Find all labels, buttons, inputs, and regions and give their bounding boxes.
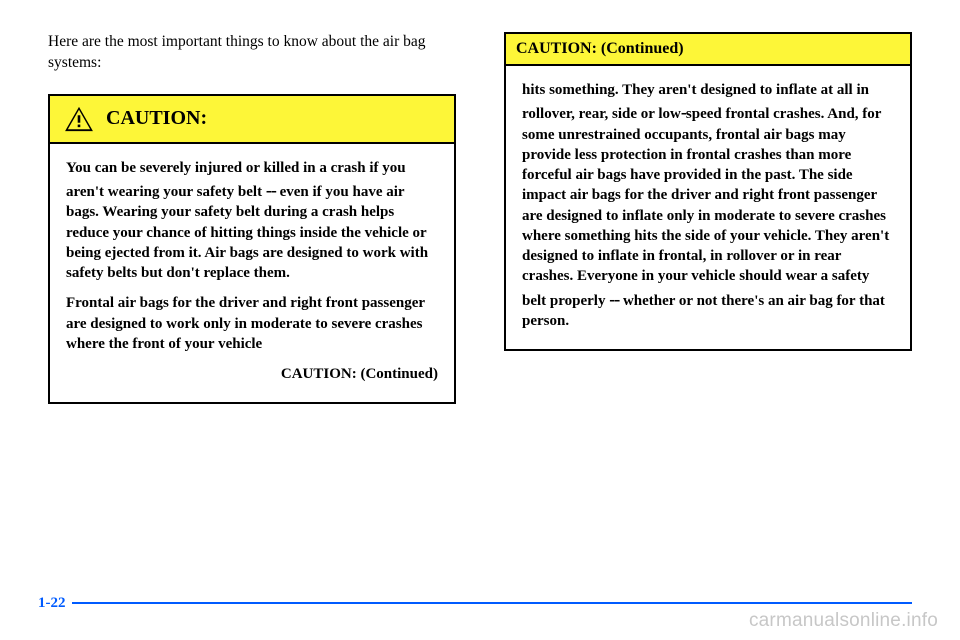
caution-header-right: CAUTION: (Continued) — [506, 34, 910, 66]
two-column-layout: Here are the most important things to kn… — [48, 32, 912, 416]
em-dash: -- — [609, 289, 619, 309]
em-dash: -- — [266, 180, 276, 200]
page-number: 1-22 — [38, 595, 72, 612]
right-column: CAUTION: (Continued) hits something. The… — [504, 32, 912, 416]
warning-triangle-icon — [64, 106, 94, 132]
left-column: Here are the most important things to kn… — [48, 32, 456, 416]
caution-text: speed frontal crashes. And, for some unr… — [522, 106, 889, 308]
caution-header-label: CAUTION: — [106, 107, 207, 130]
caution-paragraph-right: hits something. They aren't designed to … — [522, 80, 894, 331]
page-footer-rule: 1-22 — [38, 602, 912, 604]
manual-page: Here are the most important things to kn… — [0, 0, 960, 640]
caution-body-left: You can be severely injured or killed in… — [50, 144, 454, 403]
watermark-text: carmanualsonline.info — [749, 610, 938, 632]
caution-continued-label: CAUTION: (Continued) — [66, 364, 438, 384]
caution-body-right: hits something. They aren't designed to … — [506, 66, 910, 349]
caution-header-left: CAUTION: — [50, 96, 454, 144]
caution-box-right: CAUTION: (Continued) hits something. The… — [504, 32, 912, 351]
caution-paragraph-2: Frontal air bags for the driver and righ… — [66, 293, 438, 354]
caution-paragraph-1: You can be severely injured or killed in… — [66, 158, 438, 284]
caution-continued-header-label: CAUTION: (Continued) — [516, 40, 684, 58]
caution-box-left: CAUTION: You can be severely injured or … — [48, 94, 456, 405]
intro-text: Here are the most important things to kn… — [48, 32, 456, 74]
